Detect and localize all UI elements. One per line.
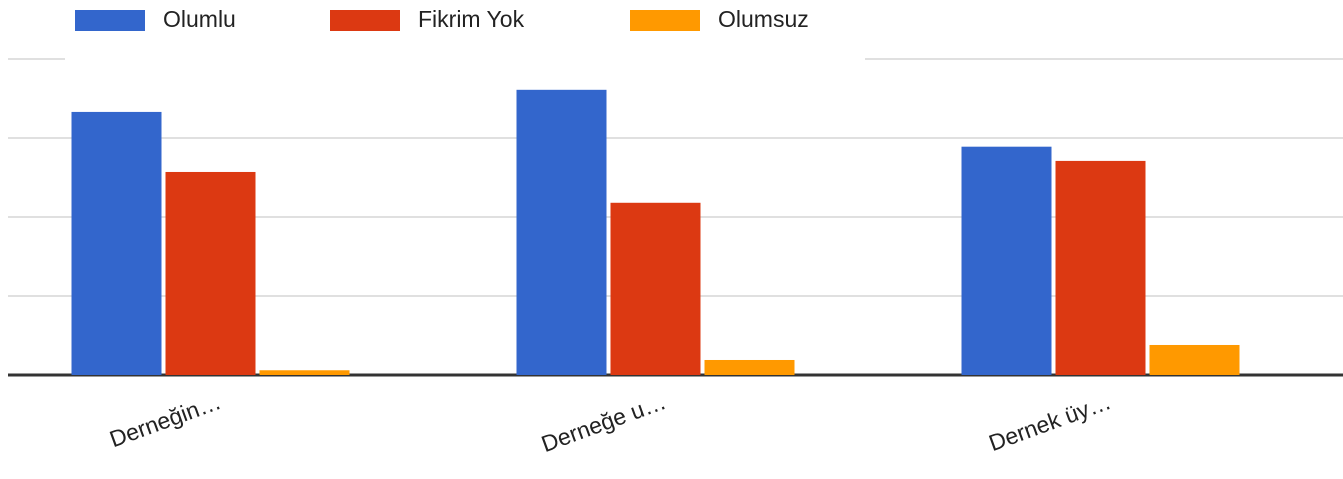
bar — [961, 146, 1052, 375]
legend-swatch — [630, 10, 700, 31]
x-tick-label: Dernek üy… — [985, 388, 1114, 456]
x-tick-label: Derneğe u… — [538, 388, 669, 457]
legend-swatch — [75, 10, 145, 31]
bar — [1055, 160, 1146, 375]
bar — [1149, 344, 1240, 375]
legend-background — [65, 0, 865, 61]
legend-swatch — [330, 10, 400, 31]
legend-label: Olumlu — [163, 6, 236, 32]
legend-label: Fikrim Yok — [418, 6, 525, 32]
bar — [516, 89, 607, 375]
bar — [610, 202, 701, 375]
x-tick-label: Derneğin… — [106, 388, 224, 452]
bar — [165, 171, 256, 375]
bar — [71, 111, 162, 376]
legend-label: Olumsuz — [718, 6, 809, 32]
bar — [259, 370, 350, 375]
bar — [704, 359, 795, 375]
